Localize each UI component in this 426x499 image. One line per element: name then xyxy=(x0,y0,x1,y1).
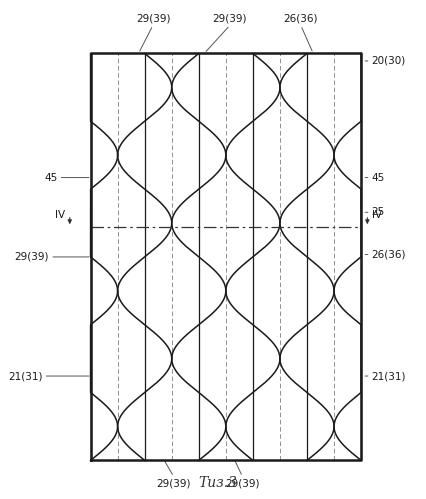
Text: 45: 45 xyxy=(371,173,384,183)
Text: 26(36): 26(36) xyxy=(371,250,405,259)
Text: 26(36): 26(36) xyxy=(283,13,317,24)
Text: 29(39): 29(39) xyxy=(225,479,259,489)
Text: 21(31): 21(31) xyxy=(8,371,43,381)
Text: 29(39): 29(39) xyxy=(156,479,190,489)
Text: 29(39): 29(39) xyxy=(14,252,49,262)
Text: IV: IV xyxy=(55,210,66,220)
Text: 25: 25 xyxy=(371,207,384,217)
Text: Τиз.3: Τиз.3 xyxy=(198,476,236,490)
Text: 45: 45 xyxy=(44,173,57,183)
Text: 20(30): 20(30) xyxy=(371,56,405,66)
Text: IV: IV xyxy=(371,210,381,220)
Text: 21(31): 21(31) xyxy=(371,371,405,381)
Text: 29(39): 29(39) xyxy=(212,13,247,24)
Text: 29(39): 29(39) xyxy=(135,13,170,24)
